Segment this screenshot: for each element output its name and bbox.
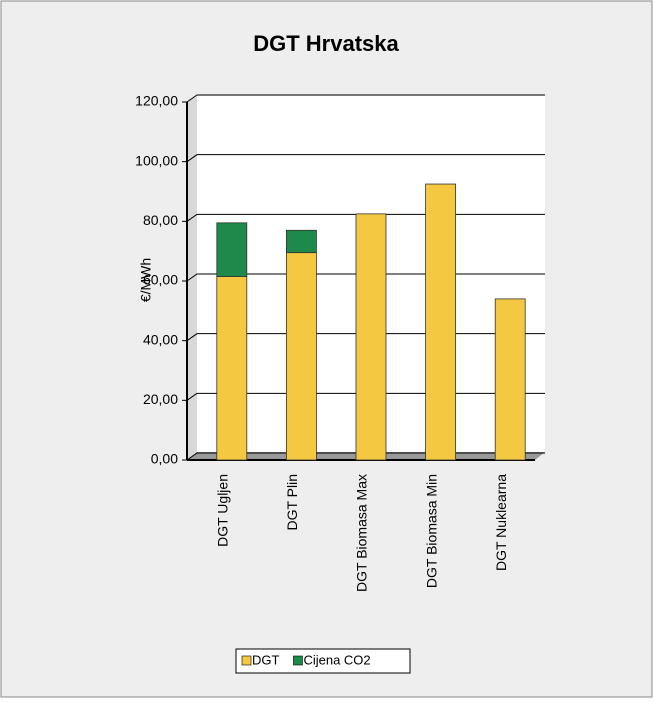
y-tick-label: 20,00 bbox=[143, 391, 178, 407]
legend bbox=[235, 648, 411, 674]
legend-swatch bbox=[241, 655, 252, 666]
x-tick-label: DGT Biomasa Min bbox=[423, 474, 439, 588]
y-tick-label: 80,00 bbox=[143, 212, 178, 228]
grid-line bbox=[186, 94, 545, 103]
bar bbox=[216, 276, 248, 461]
y-tick-label: 120,00 bbox=[135, 93, 178, 109]
bar bbox=[425, 183, 457, 461]
bar bbox=[285, 252, 317, 461]
bar bbox=[285, 229, 317, 254]
bar bbox=[494, 298, 526, 461]
x-tick-label: DGT Plin bbox=[284, 474, 300, 531]
y-tick-label: 60,00 bbox=[143, 272, 178, 288]
bar bbox=[216, 222, 248, 277]
bar bbox=[355, 213, 387, 461]
legend-swatch bbox=[293, 655, 303, 666]
y-tick-label: 40,00 bbox=[143, 331, 178, 347]
x-tick-label: DGT Biomasa Max bbox=[354, 474, 370, 592]
y-tick-label: 0,00 bbox=[151, 451, 178, 467]
x-tick-label: DGT Ugljen bbox=[215, 474, 231, 547]
grid-line bbox=[186, 154, 545, 163]
y-tick-label: 100,00 bbox=[135, 152, 178, 168]
legend-label: Cijena CO2 bbox=[303, 652, 370, 667]
x-tick-label: DGT Nuklearna bbox=[493, 474, 509, 571]
legend-label: DGT bbox=[252, 652, 280, 667]
chart-title: DGT Hrvatska bbox=[253, 31, 399, 56]
y-axis-label: €/MWh bbox=[138, 258, 154, 302]
